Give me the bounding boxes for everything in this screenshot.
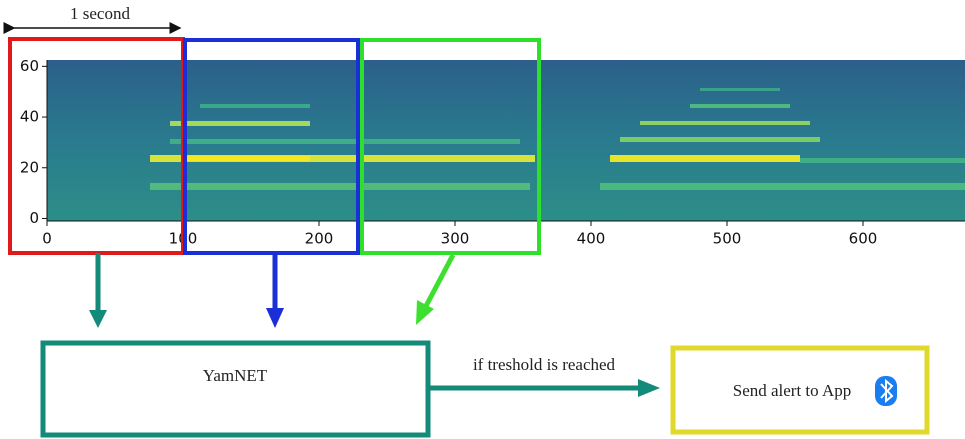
scale-label: 1 second <box>70 4 130 23</box>
arrow-head <box>89 310 107 328</box>
x-tick-label: 600 <box>849 230 878 248</box>
x-tick-label: 300 <box>441 230 470 248</box>
arrow-head <box>266 308 284 328</box>
x-tick-label: 0 <box>42 230 52 248</box>
arrow <box>426 255 453 306</box>
model-label: YamNET <box>203 366 268 385</box>
y-tick-label: 0 <box>29 209 39 227</box>
y-tick-label: 60 <box>20 57 39 75</box>
x-tick-label: 200 <box>305 230 334 248</box>
arrow-head <box>638 379 660 397</box>
bluetooth-icon <box>875 376 897 406</box>
x-tick-label: 500 <box>713 230 742 248</box>
x-tick-label: 400 <box>577 230 606 248</box>
diagram: 1 second 01002003004005006000204060 YamN… <box>0 0 965 439</box>
model-box <box>43 343 428 435</box>
y-tick-label: 20 <box>20 158 39 176</box>
condition-label: if treshold is reached <box>473 355 616 374</box>
output-label: Send alert to App <box>733 381 852 400</box>
y-tick-label: 40 <box>20 108 39 126</box>
